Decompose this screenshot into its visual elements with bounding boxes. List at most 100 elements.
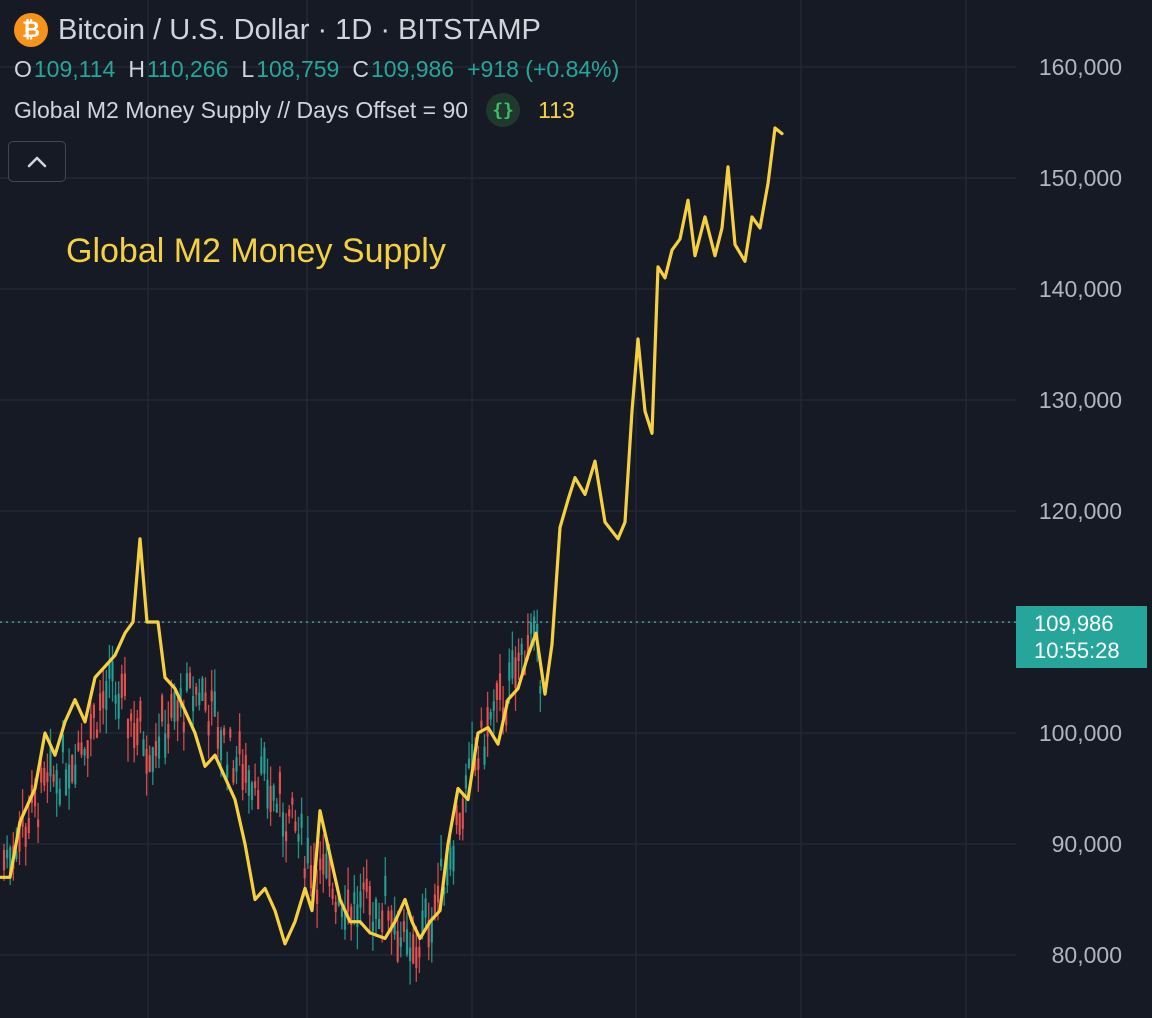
candle-body xyxy=(266,779,269,809)
candle-body xyxy=(151,747,154,772)
candle-body xyxy=(108,662,111,679)
y-tick-label: 80,000 xyxy=(1052,942,1122,968)
indicator-value: 113 xyxy=(538,96,575,123)
candle-body xyxy=(226,764,229,778)
candle-body xyxy=(294,821,297,832)
candle-body xyxy=(511,650,514,679)
candle-body xyxy=(275,803,278,813)
candle-body xyxy=(526,635,529,659)
indicator-name[interactable]: Global M2 Money Supply // Days Offset = … xyxy=(14,96,469,123)
bar-countdown: 10:55:28 xyxy=(1034,638,1120,663)
candle-body xyxy=(185,673,188,691)
candle-body xyxy=(86,740,89,759)
candle-body xyxy=(9,847,12,873)
candle-body xyxy=(285,831,288,842)
candle-body xyxy=(229,728,232,738)
candle-body xyxy=(207,721,210,736)
candle-body xyxy=(495,682,498,701)
candle-body xyxy=(474,758,477,771)
candle-body xyxy=(157,736,161,759)
candle-body xyxy=(446,855,449,886)
candle-body xyxy=(378,919,381,930)
candle-body xyxy=(161,695,164,722)
candle-body xyxy=(517,652,520,662)
candle-body xyxy=(477,758,480,770)
y-tick-label: 160,000 xyxy=(1039,54,1122,80)
candle-body xyxy=(347,889,350,912)
candle-body xyxy=(291,797,294,805)
candle-body xyxy=(529,622,533,634)
candle-body xyxy=(331,888,334,900)
candle-body xyxy=(300,813,303,828)
candle-body xyxy=(405,929,409,955)
candle-body xyxy=(235,757,238,772)
high-value: 110,266 xyxy=(146,55,229,82)
candle-body xyxy=(52,774,55,782)
candle-body xyxy=(250,782,254,801)
candle-body xyxy=(216,726,219,749)
last-price-tag: 109,986 10:55:28 xyxy=(1016,606,1147,668)
candle-body xyxy=(195,686,198,695)
candle-body xyxy=(464,775,467,789)
symbol-title[interactable]: Bitcoin / U.S. Dollar · 1D · BITSTAMP xyxy=(58,13,541,46)
candle-body xyxy=(452,845,455,872)
candle-body xyxy=(130,713,133,721)
candle-body xyxy=(343,908,347,930)
candle-body xyxy=(145,748,148,774)
candle-body xyxy=(399,937,402,947)
candle-body xyxy=(40,767,43,783)
candle-body xyxy=(173,691,176,722)
y-tick-label: 90,000 xyxy=(1052,831,1122,857)
candle-body xyxy=(49,746,52,777)
candle-body xyxy=(260,756,263,774)
candle-body xyxy=(254,781,257,788)
candle-body xyxy=(213,691,216,717)
source-code-icon[interactable]: {} xyxy=(486,93,521,127)
candle-body xyxy=(316,889,319,905)
candle-body xyxy=(201,678,204,702)
bitcoin-icon: ₿ xyxy=(14,13,48,47)
low-label: L xyxy=(241,55,255,82)
candle-body xyxy=(232,767,235,783)
candle-body xyxy=(340,907,343,917)
candle-body xyxy=(433,894,436,917)
m2-series-line xyxy=(0,126,784,946)
candle-body xyxy=(421,910,424,937)
price-axis[interactable]: 160,000150,000140,000130,000120,000110,0… xyxy=(1039,54,1122,968)
candle-body xyxy=(219,730,223,761)
candle-body xyxy=(58,789,61,805)
candle-body xyxy=(99,693,102,711)
candle-body xyxy=(102,691,105,709)
candle-body xyxy=(483,746,486,765)
candle-body xyxy=(244,754,247,783)
candle-body xyxy=(353,892,356,904)
chevron-up-icon xyxy=(27,156,47,167)
candle-body xyxy=(21,813,24,827)
candle-body xyxy=(281,812,285,837)
candle-body xyxy=(362,882,365,890)
collapse-legend-button[interactable] xyxy=(8,141,66,182)
y-tick-label: 150,000 xyxy=(1039,165,1122,191)
change-value: +918 (+0.84%) xyxy=(467,55,620,82)
indicator-legend[interactable]: Global M2 Money Supply // Days Offset = … xyxy=(14,92,619,128)
candle-body xyxy=(247,770,250,796)
candle-body xyxy=(117,693,120,719)
candle-body xyxy=(27,818,30,834)
candle-body xyxy=(443,887,446,895)
candle-body xyxy=(263,747,266,774)
candle-body xyxy=(89,714,92,739)
candle-body xyxy=(210,690,213,702)
candle-body xyxy=(142,739,145,756)
candle-body xyxy=(467,758,471,769)
candle-body xyxy=(198,692,201,706)
horizontal-gridlines xyxy=(0,66,1016,956)
candle-body xyxy=(486,707,489,737)
candle-body xyxy=(502,707,505,720)
candle-body xyxy=(123,673,126,697)
candle-body xyxy=(182,722,185,733)
y-tick-label: 140,000 xyxy=(1039,276,1122,302)
candle-body xyxy=(390,910,393,932)
candle-body xyxy=(449,847,452,870)
candle-body xyxy=(436,885,440,903)
